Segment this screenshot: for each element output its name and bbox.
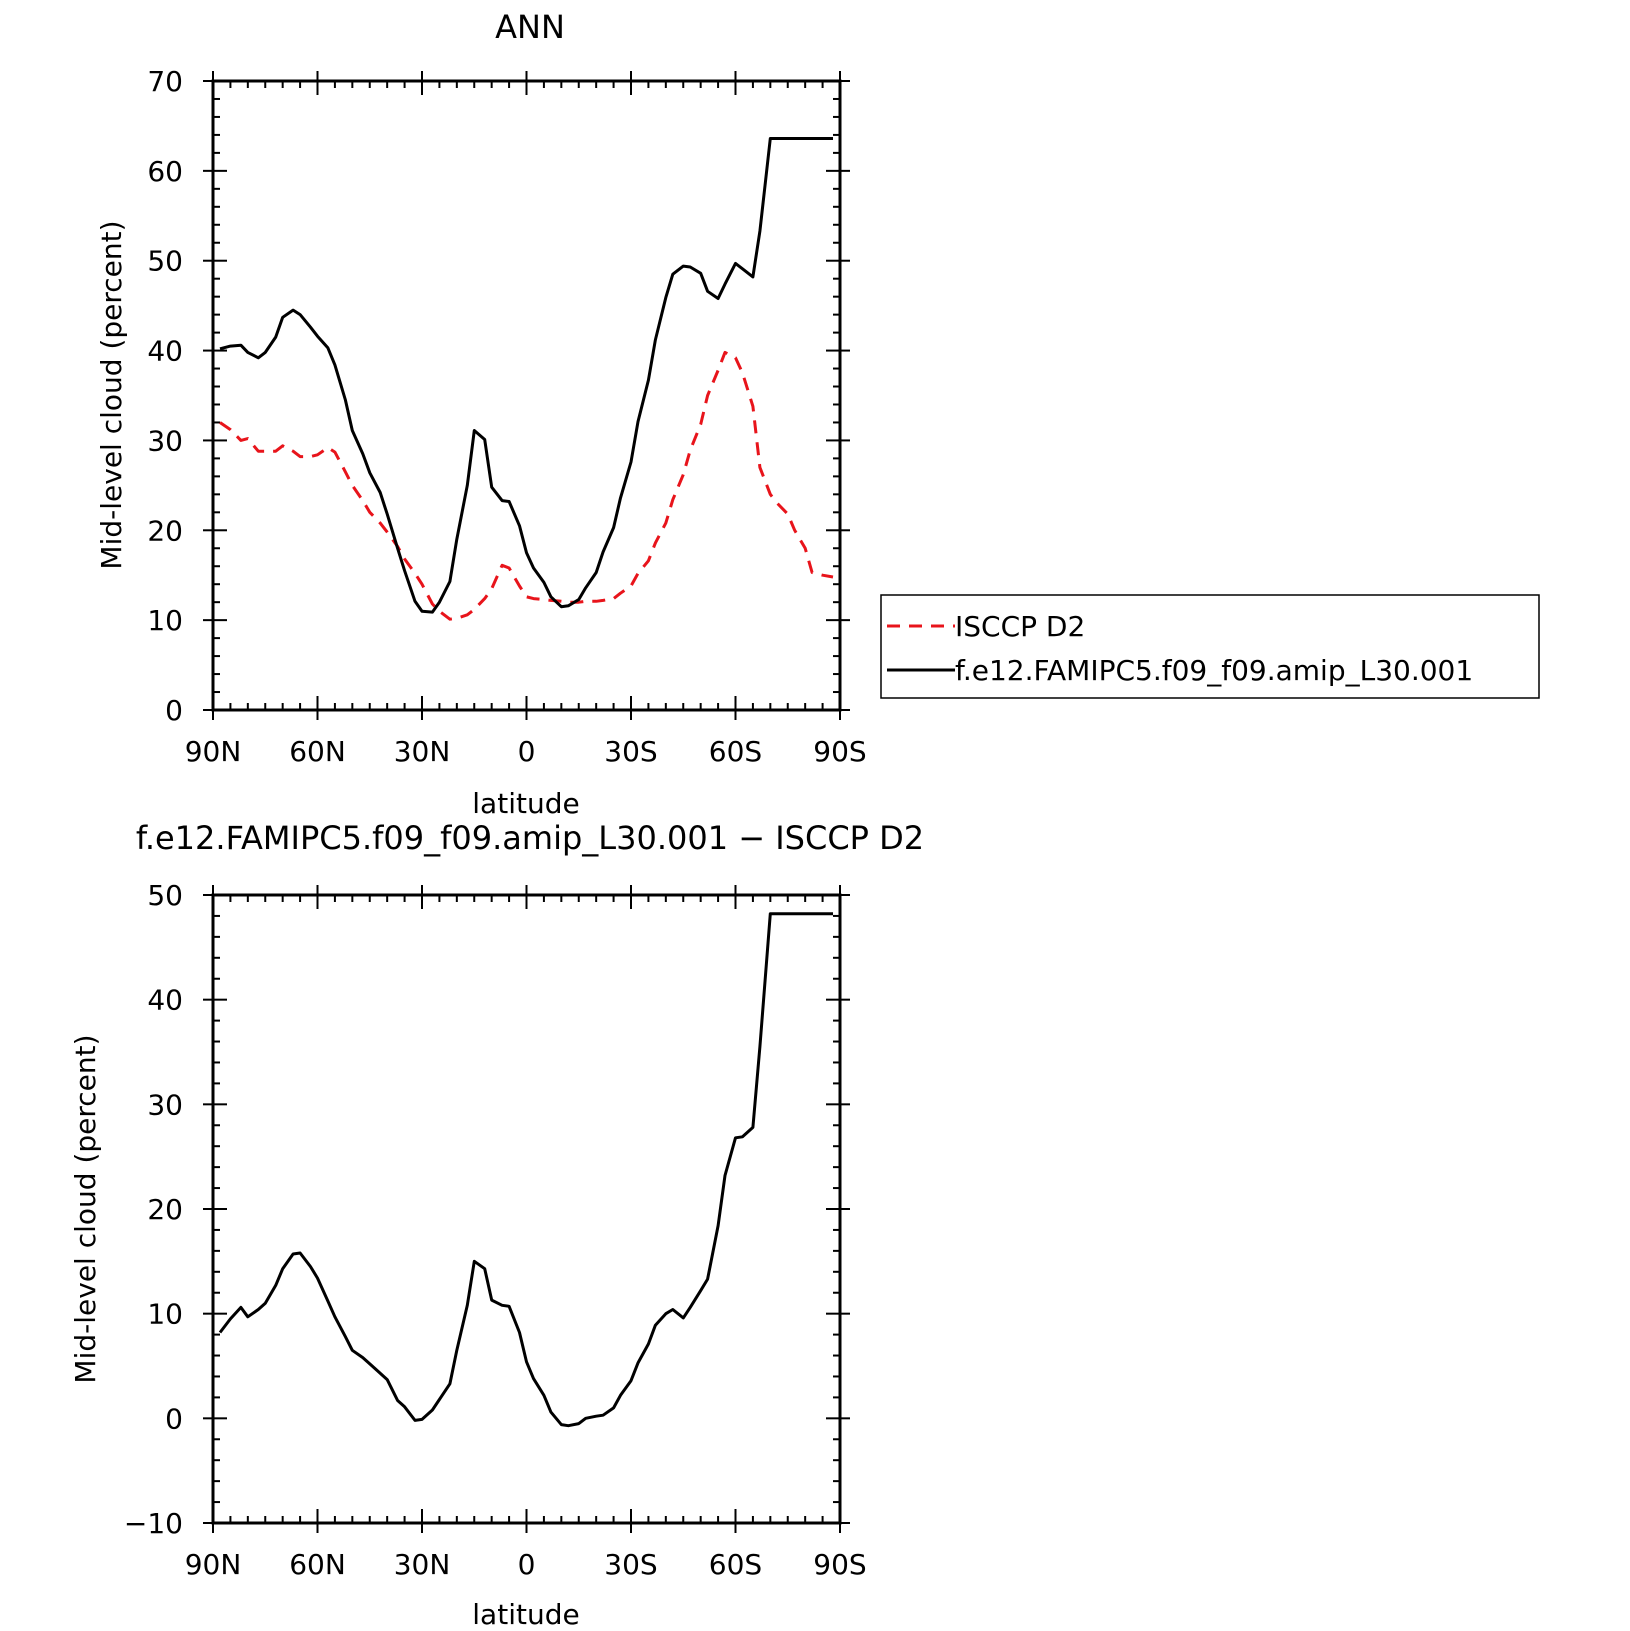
top-y-tick-label: 50 [147,245,183,278]
bottom-x-tick-label: 30N [394,1548,451,1581]
top-x-axis-title: latitude [472,787,579,820]
top-x-tick-label: 60N [289,735,346,768]
bottom-x-tick-label: 0 [518,1548,536,1581]
top-x-tick-label: 0 [518,735,536,768]
top-x-tick-label: 60S [709,735,762,768]
legend-box [880,594,1540,699]
top-y-axis-title: Mid-level cloud (percent) [95,220,128,569]
top-series-group [219,137,834,621]
top-y-tick-label: 30 [147,424,183,457]
top-y-tick-label: 70 [147,65,183,98]
legend-label-isccp: ISCCP D2 [955,610,1085,643]
top-x-tick-label: 90N [185,735,242,768]
bottom-x-tick-label: 90S [813,1548,866,1581]
top-x-tick-label: 30N [394,735,451,768]
bottom-plot-frame [211,893,842,1525]
bottom-y-tick-label: 20 [147,1193,183,1226]
top-y-tick-label: 60 [147,155,183,188]
legend: ISCCP D2 f.e12.FAMIPC5.f09_f09.amip_L30.… [880,594,1540,699]
bottom-series-group [218,912,833,1428]
bottom-y-tick-label: 10 [147,1298,183,1331]
bottom-y-tick-label: 30 [147,1088,183,1121]
bottom-x-axis-title: latitude [472,1598,579,1631]
bottom-x-tick-label: 30S [604,1548,657,1581]
bottom-x-tick-label: 90N [185,1548,242,1581]
bottom-y-tick-label: −10 [124,1507,183,1540]
bottom-x-tick-label: 60N [289,1548,346,1581]
top-y-tick-label: 10 [147,604,183,637]
bottom-y-tick-label: 0 [165,1402,183,1435]
top-y-tick-label: 0 [165,694,183,727]
bottom-y-tick-label: 50 [147,879,183,912]
bottom-y-tick-label: 40 [147,984,183,1017]
legend-label-model: f.e12.FAMIPC5.f09_f09.amip_L30.001 [955,654,1473,687]
bottom-y-axis-title: Mid-level cloud (percent) [69,1034,102,1383]
bottom-x-tick-label: 60S [709,1548,762,1581]
top-chart-title: ANN [495,8,565,46]
top-x-tick-label: 90S [813,735,866,768]
bottom-panel: f.e12.FAMIPC5.f09_f09.amip_L30.001 − ISC… [69,819,924,1631]
bottom-series-line-0 [218,912,833,1428]
bottom-chart-title: f.e12.FAMIPC5.f09_f09.amip_L30.001 − ISC… [136,819,924,857]
top-series-line-1 [219,137,833,614]
top-y-tick-label: 20 [147,514,183,547]
top-panel: ANN 90N 60N 30N 0 30S 60S 90S 0 10 20 30 40 50 60 70 l… [95,8,867,820]
top-x-tick-label: 30S [604,735,657,768]
top-y-tick-label: 40 [147,335,183,368]
top-plot-frame [211,79,842,712]
